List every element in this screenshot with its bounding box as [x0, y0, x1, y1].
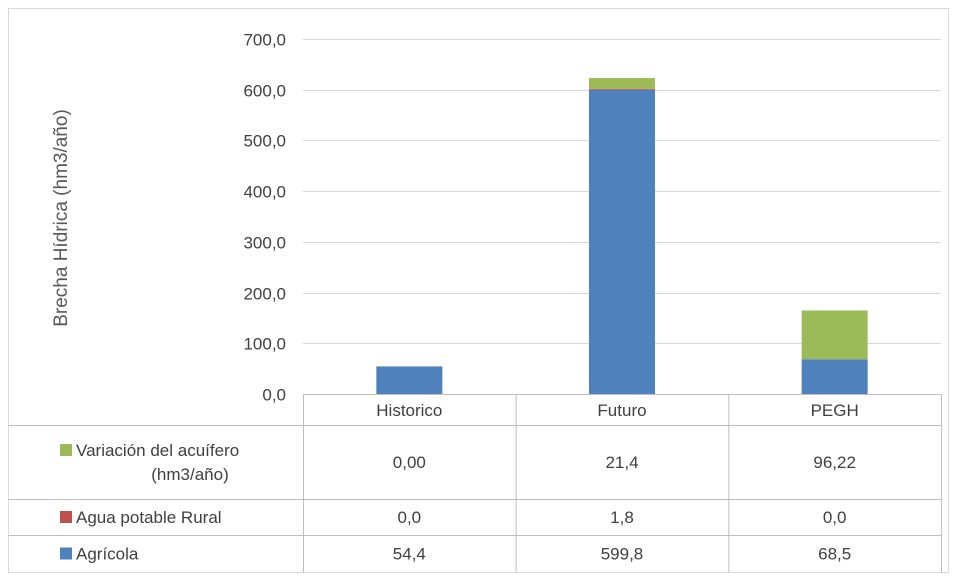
legend-swatch	[60, 511, 72, 523]
table-value: 599,8	[601, 545, 644, 564]
table-value: 21,4	[605, 453, 638, 472]
bar-segment	[589, 88, 655, 90]
y-tick-label: 100,0	[243, 335, 286, 354]
table-value: 0,0	[823, 508, 847, 527]
chart-frame	[8, 8, 949, 573]
y-tick-label: 200,0	[243, 285, 286, 304]
x-category-label: Futuro	[597, 401, 646, 420]
bar-segment	[801, 359, 868, 394]
y-tick-label: 500,0	[243, 132, 286, 151]
data-table: Historico Futuro PEGH Variación del acuífer…	[8, 394, 942, 573]
legend-label: (hm3/año)	[151, 465, 228, 484]
legend-swatch	[60, 547, 72, 560]
table-value: 54,4	[393, 545, 426, 564]
y-tick-label: 0,0	[262, 386, 286, 405]
x-category-label: Historico	[376, 401, 442, 420]
bar-segment	[376, 366, 443, 394]
y-tick-label: 600,0	[243, 82, 286, 101]
table-value: 96,22	[813, 453, 856, 472]
legend-label: Variación del acuífero	[76, 441, 239, 460]
table-value: 68,5	[818, 545, 851, 564]
table-value: 0,0	[398, 508, 422, 527]
x-category-label: PEGH	[811, 401, 859, 420]
table-value: 0,00	[393, 453, 426, 472]
y-axis-label: Brecha Hídrica (hm3/año)	[51, 109, 72, 327]
bar-segment	[589, 78, 655, 89]
y-tick-label: 400,0	[243, 183, 286, 202]
bars	[376, 78, 868, 395]
legend-label: Agrícola	[76, 545, 139, 564]
y-tick-label: 700,0	[243, 31, 286, 50]
legend-label: Agua potable Rural	[76, 508, 222, 527]
bar-segment	[589, 89, 655, 395]
bar-segment	[801, 310, 868, 360]
y-tick-label: 300,0	[243, 234, 286, 253]
table-value: 1,8	[610, 508, 634, 527]
y-tick-labels: 0,0 100,0 200,0 300,0 400,0 500,0 600,0 700,0	[243, 31, 286, 405]
legend-swatch	[60, 444, 72, 456]
